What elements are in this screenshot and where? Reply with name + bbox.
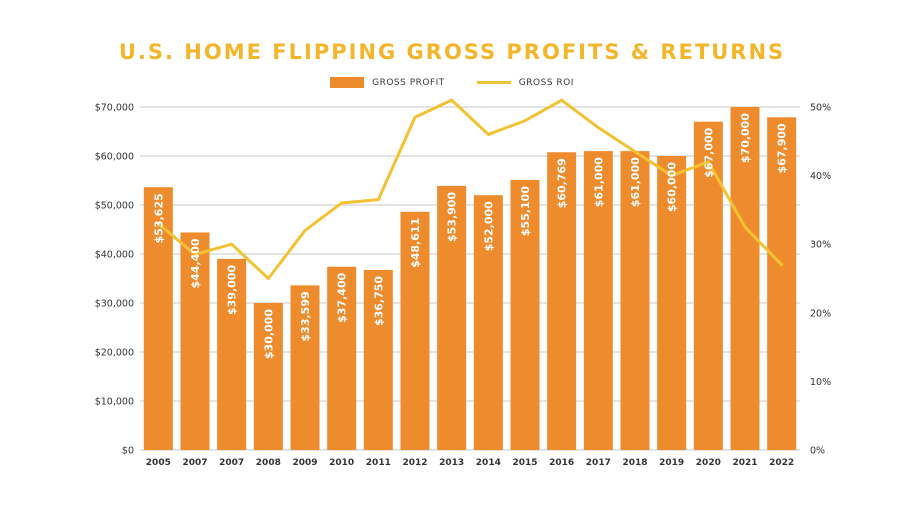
bar-data-label: $53,625 [152,193,165,243]
x-tick-label: 2018 [622,458,647,468]
roi-point [193,252,197,256]
x-tick-label: 2021 [732,458,757,468]
bar [400,211,430,450]
roi-point [156,222,160,226]
bar [473,195,503,450]
bar-data-label: $61,000 [592,157,605,207]
roi-point [743,225,747,229]
bar [437,185,467,450]
chart-title: U.S. HOME FLIPPING GROSS PROFITS & RETUR… [118,40,786,64]
roi-point [780,263,784,267]
x-tick-label: 2012 [402,458,427,468]
roi-point [376,198,380,202]
x-tick-label: 2009 [292,458,317,468]
y-tick-label: $60,000 [95,152,134,163]
bar-data-label: $67,000 [702,127,715,177]
roi-point [560,98,564,102]
bar-data-label: $39,000 [226,265,239,315]
bar [730,107,760,450]
x-tick-label: 2005 [146,458,171,468]
bar [657,156,687,450]
chart-legend: GROSS PROFIT GROSS ROI [0,77,904,88]
roi-point [523,119,527,123]
bar [767,117,797,450]
bar [363,269,393,450]
x-tick-label: 2014 [476,458,501,468]
roi-point [633,150,637,154]
x-tick-label: 2022 [769,458,794,468]
y2-tick-label: 30% [810,240,831,251]
bar-data-label: $61,000 [629,157,642,207]
bar-data-label: $60,769 [556,158,569,208]
bar-data-label: $48,611 [409,218,422,268]
y-tick-label: $40,000 [95,250,134,261]
x-tick-label: 2017 [586,458,611,468]
legend-item-gross-profit: GROSS PROFIT [330,77,445,88]
roi-line [156,98,784,280]
y2-tick-label: 40% [810,171,831,182]
x-tick-label: 2016 [549,458,574,468]
bar-data-label: $36,750 [372,276,385,326]
roi-point [303,228,307,232]
bar [583,151,613,450]
bar [180,232,210,450]
bar-data-label: $44,400 [189,238,202,288]
legend-swatch-bar [330,77,365,88]
legend-label-gross-roi: GROSS ROI [518,77,574,88]
legend-item-gross-roi: GROSS ROI [476,77,574,88]
bar [547,152,577,450]
roi-point [596,126,600,130]
bar [253,303,283,450]
y2-tick-label: 0% [810,446,825,457]
x-tick-label: 2019 [659,458,684,468]
bar [620,151,650,450]
y-tick-label: $30,000 [95,299,134,310]
y2-tick-label: 20% [810,308,831,319]
x-tick-label: 2007 [219,458,244,468]
roi-point [706,160,710,164]
x-tick-label: 2013 [439,458,464,468]
roi-point [340,201,344,205]
bar-data-label: $70,000 [739,113,752,163]
bar [327,266,357,450]
y-tick-label: $10,000 [95,397,134,408]
bar-data-label: $30,000 [262,309,275,359]
roi-point [266,277,270,280]
legend-label-gross-profit: GROSS PROFIT [372,77,445,88]
y-tick-label: $70,000 [95,103,134,114]
y-tick-label: $0 [122,446,134,457]
y2-tick-label: 10% [810,377,831,388]
x-tick-label: 2010 [329,458,354,468]
bar-data-label: $67,900 [776,123,789,173]
x-tick-label: 2020 [696,458,721,468]
bar [217,258,247,450]
bar-data-label: $33,599 [299,291,312,341]
bar [290,285,320,450]
bar-data-label: $60,000 [666,162,679,212]
bar-data-label: $37,400 [336,272,349,322]
roi-point [413,115,417,119]
roi-point [230,242,234,246]
roi-point [486,132,490,136]
y-tick-label: $20,000 [95,348,134,359]
roi-point [670,174,674,178]
bar-data-label: $53,900 [446,192,459,242]
bar-data-label: $52,000 [482,201,495,251]
bar-data-label: $55,100 [519,186,532,236]
x-tick-label: 2007 [182,458,207,468]
roi-point [450,98,454,102]
y-tick-label: $50,000 [95,201,134,212]
y2-tick-label: 50% [810,103,831,114]
legend-swatch-line [476,81,511,84]
x-tick-label: 2015 [512,458,537,468]
x-tick-label: 2011 [366,458,391,468]
x-tick-label: 2008 [256,458,281,468]
bar [510,180,540,450]
